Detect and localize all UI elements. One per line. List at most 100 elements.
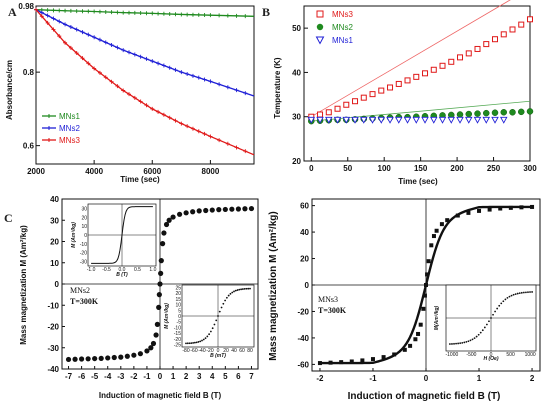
inset-3-point (522, 291, 525, 294)
chart-a-point-mns3 (208, 134, 213, 139)
chart-b-fit-line (311, 0, 511, 118)
inset-2-xtick-label: 60 (239, 348, 245, 354)
chart-a-point-mns1 (217, 13, 222, 18)
chart-a-point-mns2 (68, 24, 73, 29)
chart-b-point-mns1 (333, 116, 342, 124)
chart-a-point-mns3 (97, 70, 102, 75)
chart-a-point-mns2 (57, 19, 62, 24)
chart-a-point-mns2 (97, 37, 102, 42)
chart-a-point-mns2 (156, 61, 161, 66)
chart-b-point-mns3 (325, 109, 332, 116)
chart-c-right-point (422, 293, 427, 298)
chart-a-point-mns2 (196, 75, 201, 80)
chart-a-xtick-label: 8000 (202, 167, 220, 176)
inset-2-point (211, 327, 214, 330)
chart-b-ytick-label: 50 (292, 24, 301, 33)
chart-a-point-mns3 (234, 145, 239, 150)
inset-2-xtick-label: -60 (190, 348, 197, 354)
inset-2-point (199, 340, 202, 343)
inset-1-xlabel: B (T) (116, 272, 128, 278)
inset-3-point (485, 323, 488, 326)
inset-3-point (506, 296, 509, 299)
inset-3-xtick-label: 1000 (525, 352, 536, 358)
inset-3-point (453, 342, 455, 345)
inset-3-point (531, 291, 533, 293)
chart-b-legend-label: MNs1 (332, 36, 353, 45)
inset-2-point (215, 319, 218, 322)
chart-c-left-point (79, 356, 85, 362)
chart-c-left-inset-2: B (mT) M (Am²/kg) -80 -60 -40 -20 0 20 40 60 802… (164, 284, 255, 359)
chart-b-point-mns3 (413, 73, 420, 80)
chart-c-left-xtick-label: 0 (158, 372, 163, 381)
inset-3-point (457, 342, 460, 345)
inset-1-ytick-label: 20 (81, 215, 87, 221)
chart-b-point-mns3 (317, 111, 324, 118)
chart-a-legend-marker (47, 138, 51, 142)
chart-a-point-mns2 (115, 45, 120, 50)
chart-c-right-ytick-label: 20 (300, 255, 309, 264)
chart-c-left-point (153, 332, 159, 338)
chart-a-point-mns2 (86, 32, 91, 37)
chart-a-point-mns1 (196, 12, 201, 17)
chart-a-point-mns1 (161, 11, 166, 16)
inset-3-point (469, 339, 472, 342)
chart-b-xtick-label: 100 (378, 164, 392, 173)
chart-c-left-ytick-label: 10 (50, 259, 59, 268)
chart-b-point-mns3 (378, 87, 385, 94)
inset-2-xtick-label: 40 (231, 348, 237, 354)
chart-a-point-mns2 (63, 22, 68, 27)
chart-c-left-point (156, 292, 162, 298)
inset-3-point (492, 313, 494, 316)
chart-b-point-mns3 (360, 94, 367, 101)
chart-a-point-mns1 (115, 10, 120, 15)
chart-a-point-mns2 (243, 91, 248, 96)
chart-b-point-mns1 (430, 116, 438, 124)
inset-2-ytick-label: 15 (175, 297, 181, 303)
inset-3-point (459, 342, 462, 345)
chart-c-right-xlabel: Induction of magnetic field B (T) (348, 391, 501, 402)
chart-a-xtick-label: 2000 (27, 167, 45, 176)
chart-b-point-mns3 (387, 84, 394, 91)
inset-3-point (463, 341, 466, 344)
chart-a-point-mns2 (179, 70, 184, 75)
chart-a-point-mns2 (121, 48, 126, 53)
chart-c-left-point (144, 348, 150, 354)
chart-b-point-mns1 (307, 116, 316, 124)
inset-2-xtick-label: -20 (206, 348, 213, 354)
inset-2-point (204, 337, 207, 340)
chart-c-left-ytick-label: -40 (47, 365, 59, 374)
chart-a-xtick-label: 6000 (143, 167, 161, 176)
inset-3-xlabel: H (Oe) (484, 356, 499, 362)
chart-a-point-mns2 (80, 30, 85, 35)
chart-b-legend-label: MNs3 (332, 10, 353, 19)
chart-a-point-mns2 (185, 71, 190, 76)
chart-a-point-mns1 (243, 14, 248, 19)
chart-c-left-ytick-label: -10 (47, 301, 59, 310)
chart-c-left-point (154, 321, 160, 327)
inset-1-ytick-label: -20 (80, 251, 87, 257)
chart-c-left-point (85, 356, 91, 362)
chart-c-left-point (160, 241, 166, 247)
chart-a-point-mns2 (173, 67, 178, 72)
inset-3-point (467, 340, 470, 343)
chart-c-left-ytick-label: 0 (55, 280, 60, 289)
chart-a-point-mns3 (190, 126, 195, 131)
inset-3-xtick-label: -500 (466, 352, 476, 358)
chart-b-ticks: 0 50 100 150 200 250 300 20 30 40 50 (292, 24, 537, 173)
chart-a-point-mns1 (190, 12, 195, 17)
chart-c-left-point (65, 356, 72, 363)
chart-c-left-point (229, 206, 235, 212)
chart-a-point-mns1 (234, 13, 239, 18)
chart-a-point-mns2 (132, 52, 137, 57)
chart-c-right-point (487, 207, 492, 212)
chart-a-point-mns1 (63, 8, 68, 13)
inset-2-point (225, 296, 228, 299)
chart-c-right-point (466, 210, 471, 215)
chart-b-point-mns1 (447, 116, 456, 124)
chart-c-left-xtick-label: 1 (171, 372, 176, 381)
chart-a-point-mns3 (51, 27, 56, 32)
chart-c-right-point (477, 208, 482, 213)
chart-b-legend-marker (315, 36, 325, 45)
chart-a-point-mns1 (144, 11, 149, 16)
chart-c-right-curve (319, 205, 533, 365)
